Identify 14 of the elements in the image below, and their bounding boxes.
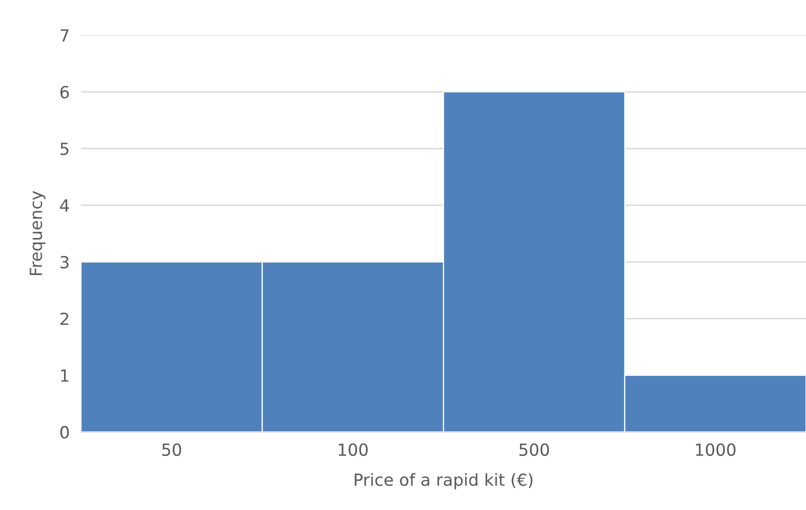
x-tick-label: 100 (338, 443, 368, 456)
x-axis-title: Price of a rapid kit (€) (354, 473, 532, 490)
x-tick-label: 500 (520, 443, 549, 456)
y-tick-label: 2 (60, 312, 68, 325)
y-tick-label: 1 (61, 369, 68, 382)
y-tick-label: 3 (60, 256, 69, 268)
x-tick-label: 50 (162, 443, 182, 456)
y-tick-label: 7 (60, 29, 68, 42)
y-axis-title: Frequency (30, 191, 46, 275)
x-tick-label: 1000 (696, 443, 736, 456)
y-tick-label: 4 (60, 199, 69, 212)
y-tick-label: 0 (60, 426, 69, 439)
y-tick-label: 6 (60, 86, 69, 98)
y-tick-label: 5 (60, 142, 68, 156)
